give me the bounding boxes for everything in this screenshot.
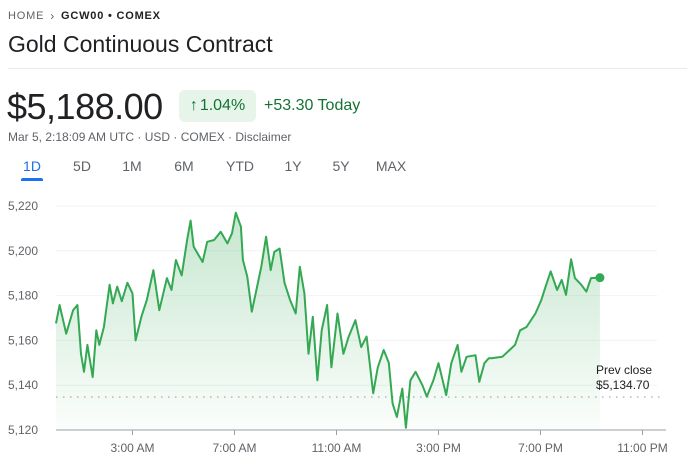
tab-5d[interactable]: 5D — [73, 158, 91, 174]
breadcrumb: HOME › GCW00 • COMEX — [8, 9, 161, 23]
y-tick-label: 5,180 — [8, 289, 38, 303]
range-tabs: 1D 5D 1M 6M YTD 1Y 5Y MAX — [0, 158, 410, 178]
tab-6m[interactable]: 6M — [174, 158, 194, 174]
y-tick-label: 5,220 — [8, 199, 38, 213]
quote-meta: Mar 5, 2:18:09 AM UTC · USD · COMEX · Di… — [8, 130, 292, 144]
prev-close-label: Prev close — [596, 363, 652, 377]
tab-1y[interactable]: 1Y — [284, 158, 302, 174]
x-tick-label: 7:00 AM — [212, 441, 256, 455]
tab-1m[interactable]: 1M — [122, 158, 142, 174]
tab-5y[interactable]: 5Y — [332, 158, 350, 174]
tab-ytd[interactable]: YTD — [226, 158, 254, 174]
page-title: Gold Continuous Contract — [8, 31, 273, 57]
last-price-dot — [595, 273, 605, 283]
chevron-right-icon: › — [50, 9, 55, 23]
y-tick-label: 5,140 — [8, 378, 38, 392]
breadcrumb-home-link[interactable]: HOME — [8, 10, 45, 22]
prev-close-value: $5,134.70 — [596, 378, 650, 392]
change-percent: 1.04% — [199, 97, 246, 114]
y-tick-label: 5,160 — [8, 333, 38, 347]
y-tick-label: 5,120 — [8, 423, 38, 437]
change-today: +53.30 Today — [264, 97, 361, 114]
x-tick-label: 3:00 AM — [110, 441, 154, 455]
y-tick-label: 5,200 — [8, 244, 38, 258]
x-tick-label: 3:00 PM — [416, 441, 461, 455]
x-tick-label: 11:00 AM — [312, 441, 362, 455]
current-price: $5,188.00 — [7, 86, 163, 127]
tab-1d[interactable]: 1D — [0, 158, 64, 178]
x-tick-label: 7:00 PM — [518, 441, 563, 455]
breadcrumb-current: GCW00 • COMEX — [61, 10, 161, 22]
tab-max[interactable]: MAX — [375, 158, 407, 174]
divider — [8, 68, 687, 69]
x-tick-label: 11:00 PM — [617, 441, 667, 455]
change-percent-badge: ↑ 1.04% — [179, 90, 256, 122]
price-line — [55, 211, 600, 429]
arrow-up-icon: ↑ — [189, 97, 198, 114]
